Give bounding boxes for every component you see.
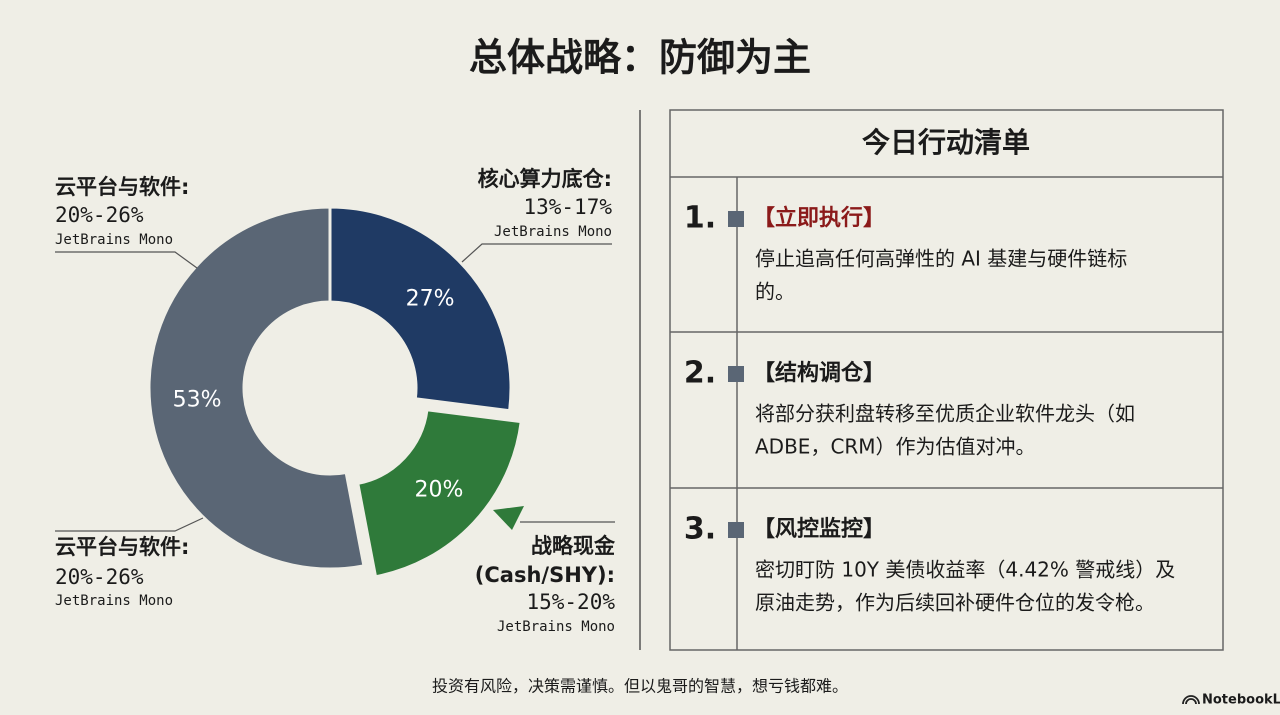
annotation: 云平台与软件:	[55, 535, 189, 559]
annotation: 云平台与软件:	[55, 175, 189, 199]
donut-segment	[356, 408, 523, 579]
item-heading: 【立即执行】	[753, 205, 885, 231]
annotation: JetBrains Mono	[494, 224, 612, 240]
value-label: 27%	[406, 287, 455, 312]
leader-line	[461, 243, 612, 263]
item-heading: 【风控监控】	[753, 516, 885, 542]
value-label: 53%	[173, 388, 222, 413]
annotation: JetBrains Mono	[55, 232, 173, 248]
leader-line	[55, 517, 204, 532]
item-heading: 【结构调仓】	[753, 360, 885, 386]
bullet	[728, 211, 744, 227]
item-text: 的。	[755, 280, 795, 304]
donut-segment	[328, 205, 513, 413]
leader-line	[55, 251, 198, 269]
annotation: (Cash/SHY):	[475, 563, 615, 587]
item-text: 停止追高任何高弹性的 AI 基建与硬件链标	[755, 247, 1127, 271]
item-text: 将部分获利盘转移至优质企业软件龙头（如	[755, 402, 1135, 426]
checklist-frame	[669, 109, 1224, 651]
item-text: 原油走势，作为后续回补硬件仓位的发令枪。	[755, 591, 1155, 615]
brand-logo	[1182, 695, 1200, 705]
annotation: 20%-26%	[55, 565, 144, 589]
donut-segment	[147, 205, 366, 571]
arrow	[493, 506, 524, 530]
footer: 投资有风险，决策需谨慎。但以鬼哥的智慧，想亏钱都难。	[432, 677, 848, 696]
annotation: 核心算力底仓:	[478, 167, 612, 191]
annotation: 战略现金	[531, 534, 616, 558]
bullet	[728, 522, 744, 538]
annotation: 13%-17%	[523, 195, 612, 219]
item-number: 2.	[684, 356, 716, 391]
value-label: 20%	[415, 477, 464, 502]
item-number: 3.	[684, 512, 716, 547]
bullet	[728, 366, 744, 382]
annotation: 20%-26%	[55, 203, 144, 227]
item-number: 1.	[684, 201, 716, 236]
annotation: 15%-20%	[526, 590, 615, 614]
slide-title: 总体战略：防御为主	[469, 36, 811, 80]
annotation: JetBrains Mono	[55, 593, 173, 609]
brand: NotebookLM	[1202, 693, 1280, 708]
checklist-title: 今日行动清单	[862, 126, 1030, 159]
item-text: ADBE，CRM）作为估值对冲。	[755, 435, 1036, 459]
annotation: JetBrains Mono	[497, 619, 615, 635]
item-text: 密切盯防 10Y 美债收益率（4.42% 警戒线）及	[755, 558, 1175, 582]
